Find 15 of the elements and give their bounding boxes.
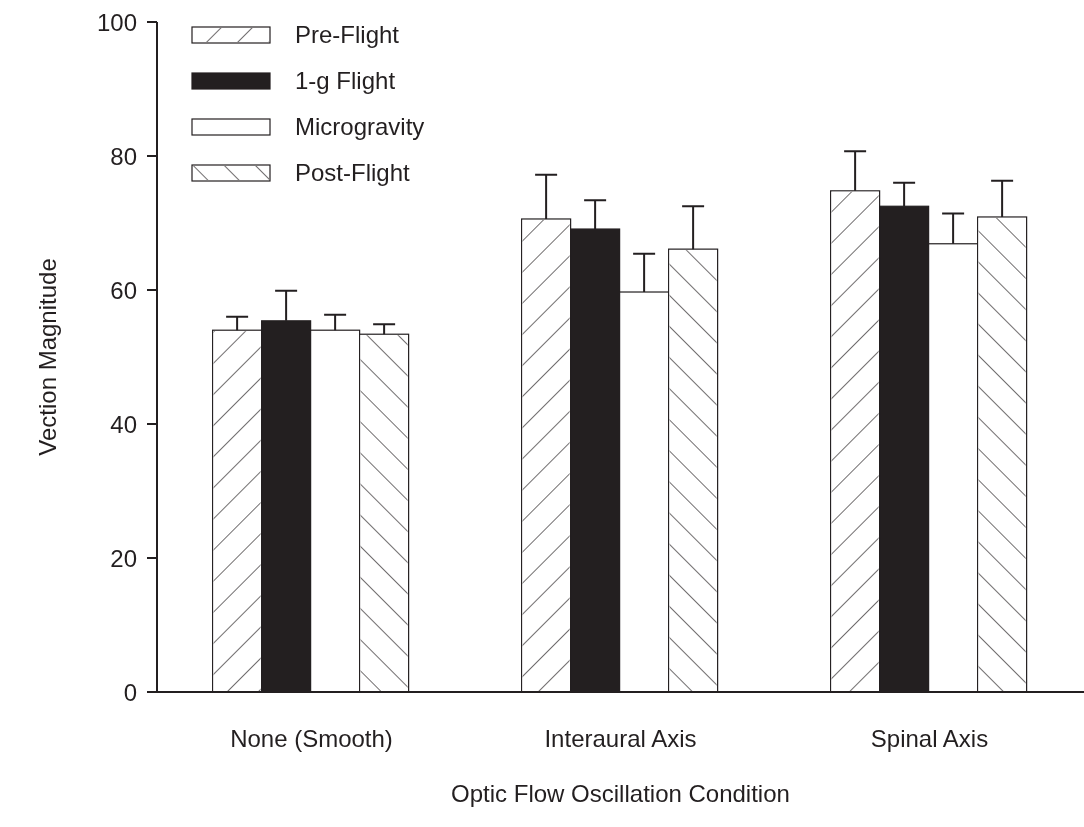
- legend-label: Microgravity: [295, 113, 425, 141]
- y-tick-label: 60: [110, 276, 137, 304]
- legend-label: 1-g Flight: [295, 67, 396, 95]
- x-tick-label: Interaural Axis: [544, 725, 697, 753]
- legend-label: Post-Flight: [295, 159, 410, 187]
- y-axis-title: Vection Magnitude: [33, 258, 61, 456]
- y-tick-label: 100: [96, 8, 137, 36]
- x-axis-title: Optic Flow Oscillation Condition: [451, 780, 790, 807]
- legend-label: Pre-Flight: [295, 21, 400, 49]
- y-tick-label: 80: [110, 142, 137, 170]
- y-tick-label: 20: [110, 544, 137, 572]
- x-tick-label: Spinal Axis: [870, 725, 989, 753]
- x-tick-label: None (Smooth): [230, 725, 393, 753]
- y-tick-label: 40: [110, 410, 137, 438]
- y-tick-label: 0: [123, 678, 137, 706]
